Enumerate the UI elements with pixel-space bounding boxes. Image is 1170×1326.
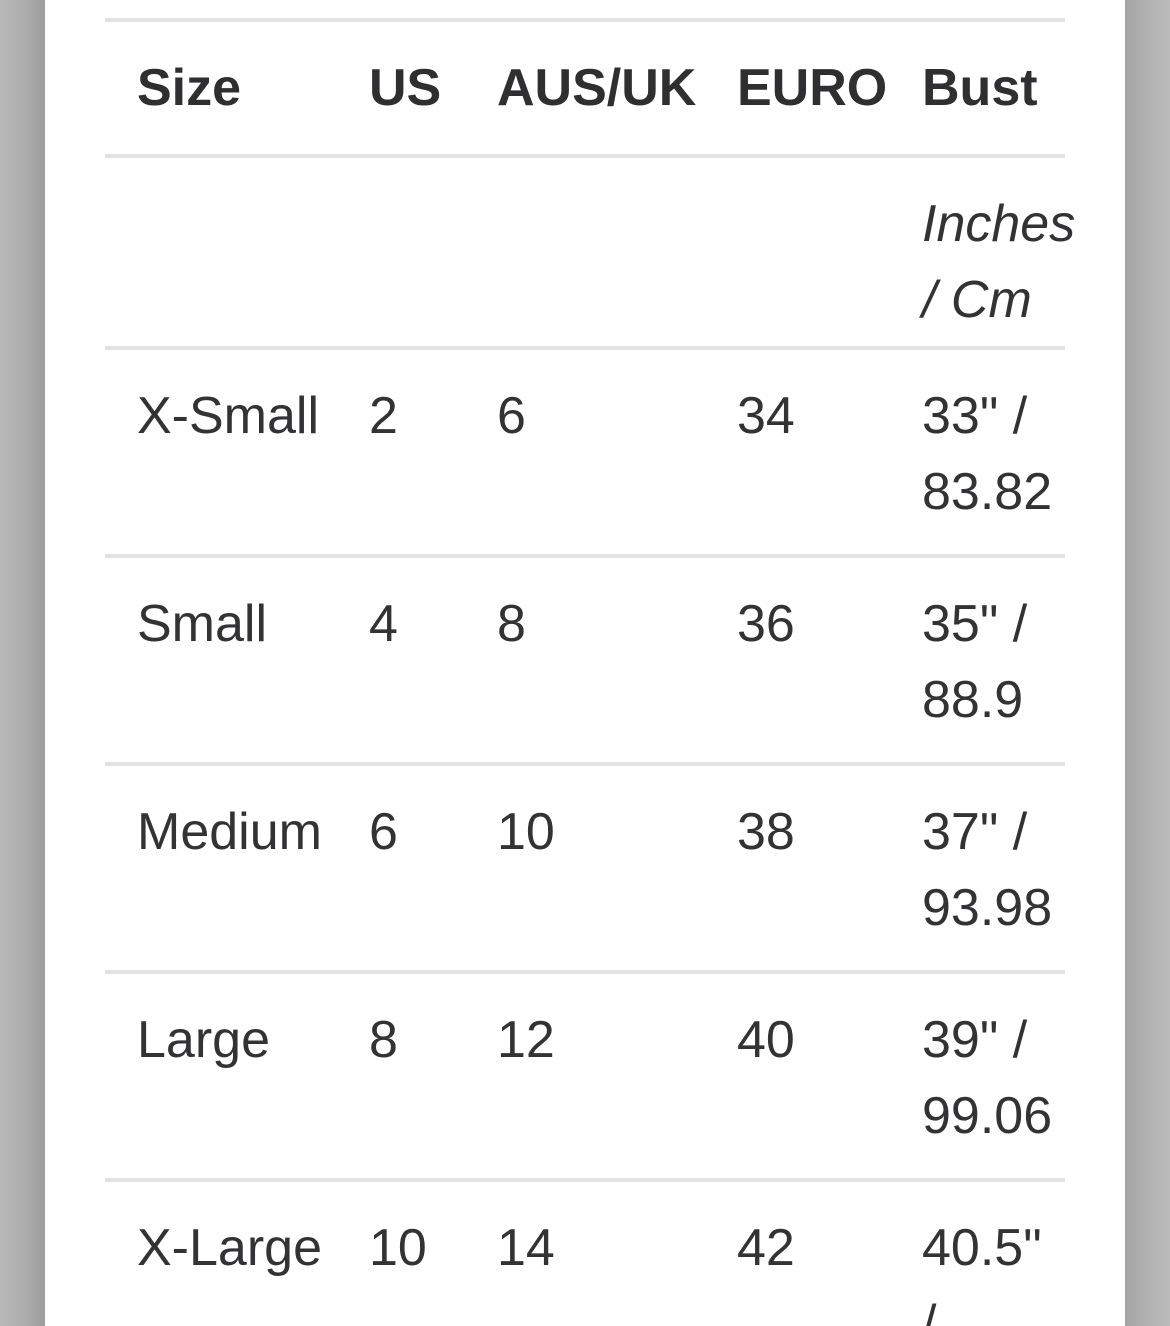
cell-aus-uk: 12 bbox=[497, 970, 737, 1180]
cell-us: 4 bbox=[369, 554, 497, 764]
size-row-x-large: X-Large 10 14 42 40.5" / bbox=[105, 1178, 1065, 1326]
cell-euro: 42 bbox=[737, 1178, 922, 1326]
page-left-shadow bbox=[0, 0, 45, 1326]
cell-empty bbox=[497, 154, 737, 348]
cell-size: Small bbox=[105, 554, 369, 764]
cell-us: 2 bbox=[369, 346, 497, 556]
cell-empty bbox=[737, 154, 922, 348]
cell-aus-uk: 14 bbox=[497, 1178, 737, 1326]
cell-empty bbox=[105, 154, 369, 348]
col-header-size: Size bbox=[105, 18, 369, 156]
size-row-medium: Medium 6 10 38 37" / 93.98 bbox=[105, 762, 1065, 972]
bust-units-label: Inches / Cm bbox=[922, 154, 1075, 348]
cell-size: X-Large bbox=[105, 1178, 369, 1326]
size-row-small: Small 4 8 36 35" / 88.9 bbox=[105, 554, 1065, 764]
col-header-aus-uk: AUS/UK bbox=[497, 18, 737, 156]
size-row-x-small: X-Small 2 6 34 33" / 83.82 bbox=[105, 346, 1065, 556]
size-row-large: Large 8 12 40 39" / 99.06 bbox=[105, 970, 1065, 1180]
col-header-euro: EURO bbox=[737, 18, 922, 156]
cell-bust: 33" / 83.82 bbox=[922, 346, 1065, 556]
cell-us: 10 bbox=[369, 1178, 497, 1326]
cell-bust: 40.5" / bbox=[922, 1178, 1065, 1326]
header-row: Size US AUS/UK EURO Bust bbox=[105, 18, 1065, 156]
cell-bust: 39" / 99.06 bbox=[922, 970, 1065, 1180]
cell-euro: 36 bbox=[737, 554, 922, 764]
cell-size: Large bbox=[105, 970, 369, 1180]
cell-us: 8 bbox=[369, 970, 497, 1180]
size-chart-section: Size US AUS/UK EURO Bust Inches / Cm X-S… bbox=[45, 0, 1125, 1326]
cell-euro: 38 bbox=[737, 762, 922, 972]
cell-bust: 35" / 88.9 bbox=[922, 554, 1065, 764]
cell-bust: 37" / 93.98 bbox=[922, 762, 1065, 972]
cell-euro: 34 bbox=[737, 346, 922, 556]
col-header-us: US bbox=[369, 18, 497, 156]
cell-us: 6 bbox=[369, 762, 497, 972]
page-right-shadow bbox=[1125, 0, 1170, 1326]
cell-size: Medium bbox=[105, 762, 369, 972]
cell-aus-uk: 8 bbox=[497, 554, 737, 764]
cell-size: X-Small bbox=[105, 346, 369, 556]
cell-euro: 40 bbox=[737, 970, 922, 1180]
cell-aus-uk: 10 bbox=[497, 762, 737, 972]
col-header-bust: Bust bbox=[922, 18, 1065, 156]
size-chart-table: Size US AUS/UK EURO Bust Inches / Cm X-S… bbox=[105, 18, 1075, 1326]
cell-empty bbox=[369, 154, 497, 348]
cell-aus-uk: 6 bbox=[497, 346, 737, 556]
units-row: Inches / Cm bbox=[105, 154, 1075, 348]
